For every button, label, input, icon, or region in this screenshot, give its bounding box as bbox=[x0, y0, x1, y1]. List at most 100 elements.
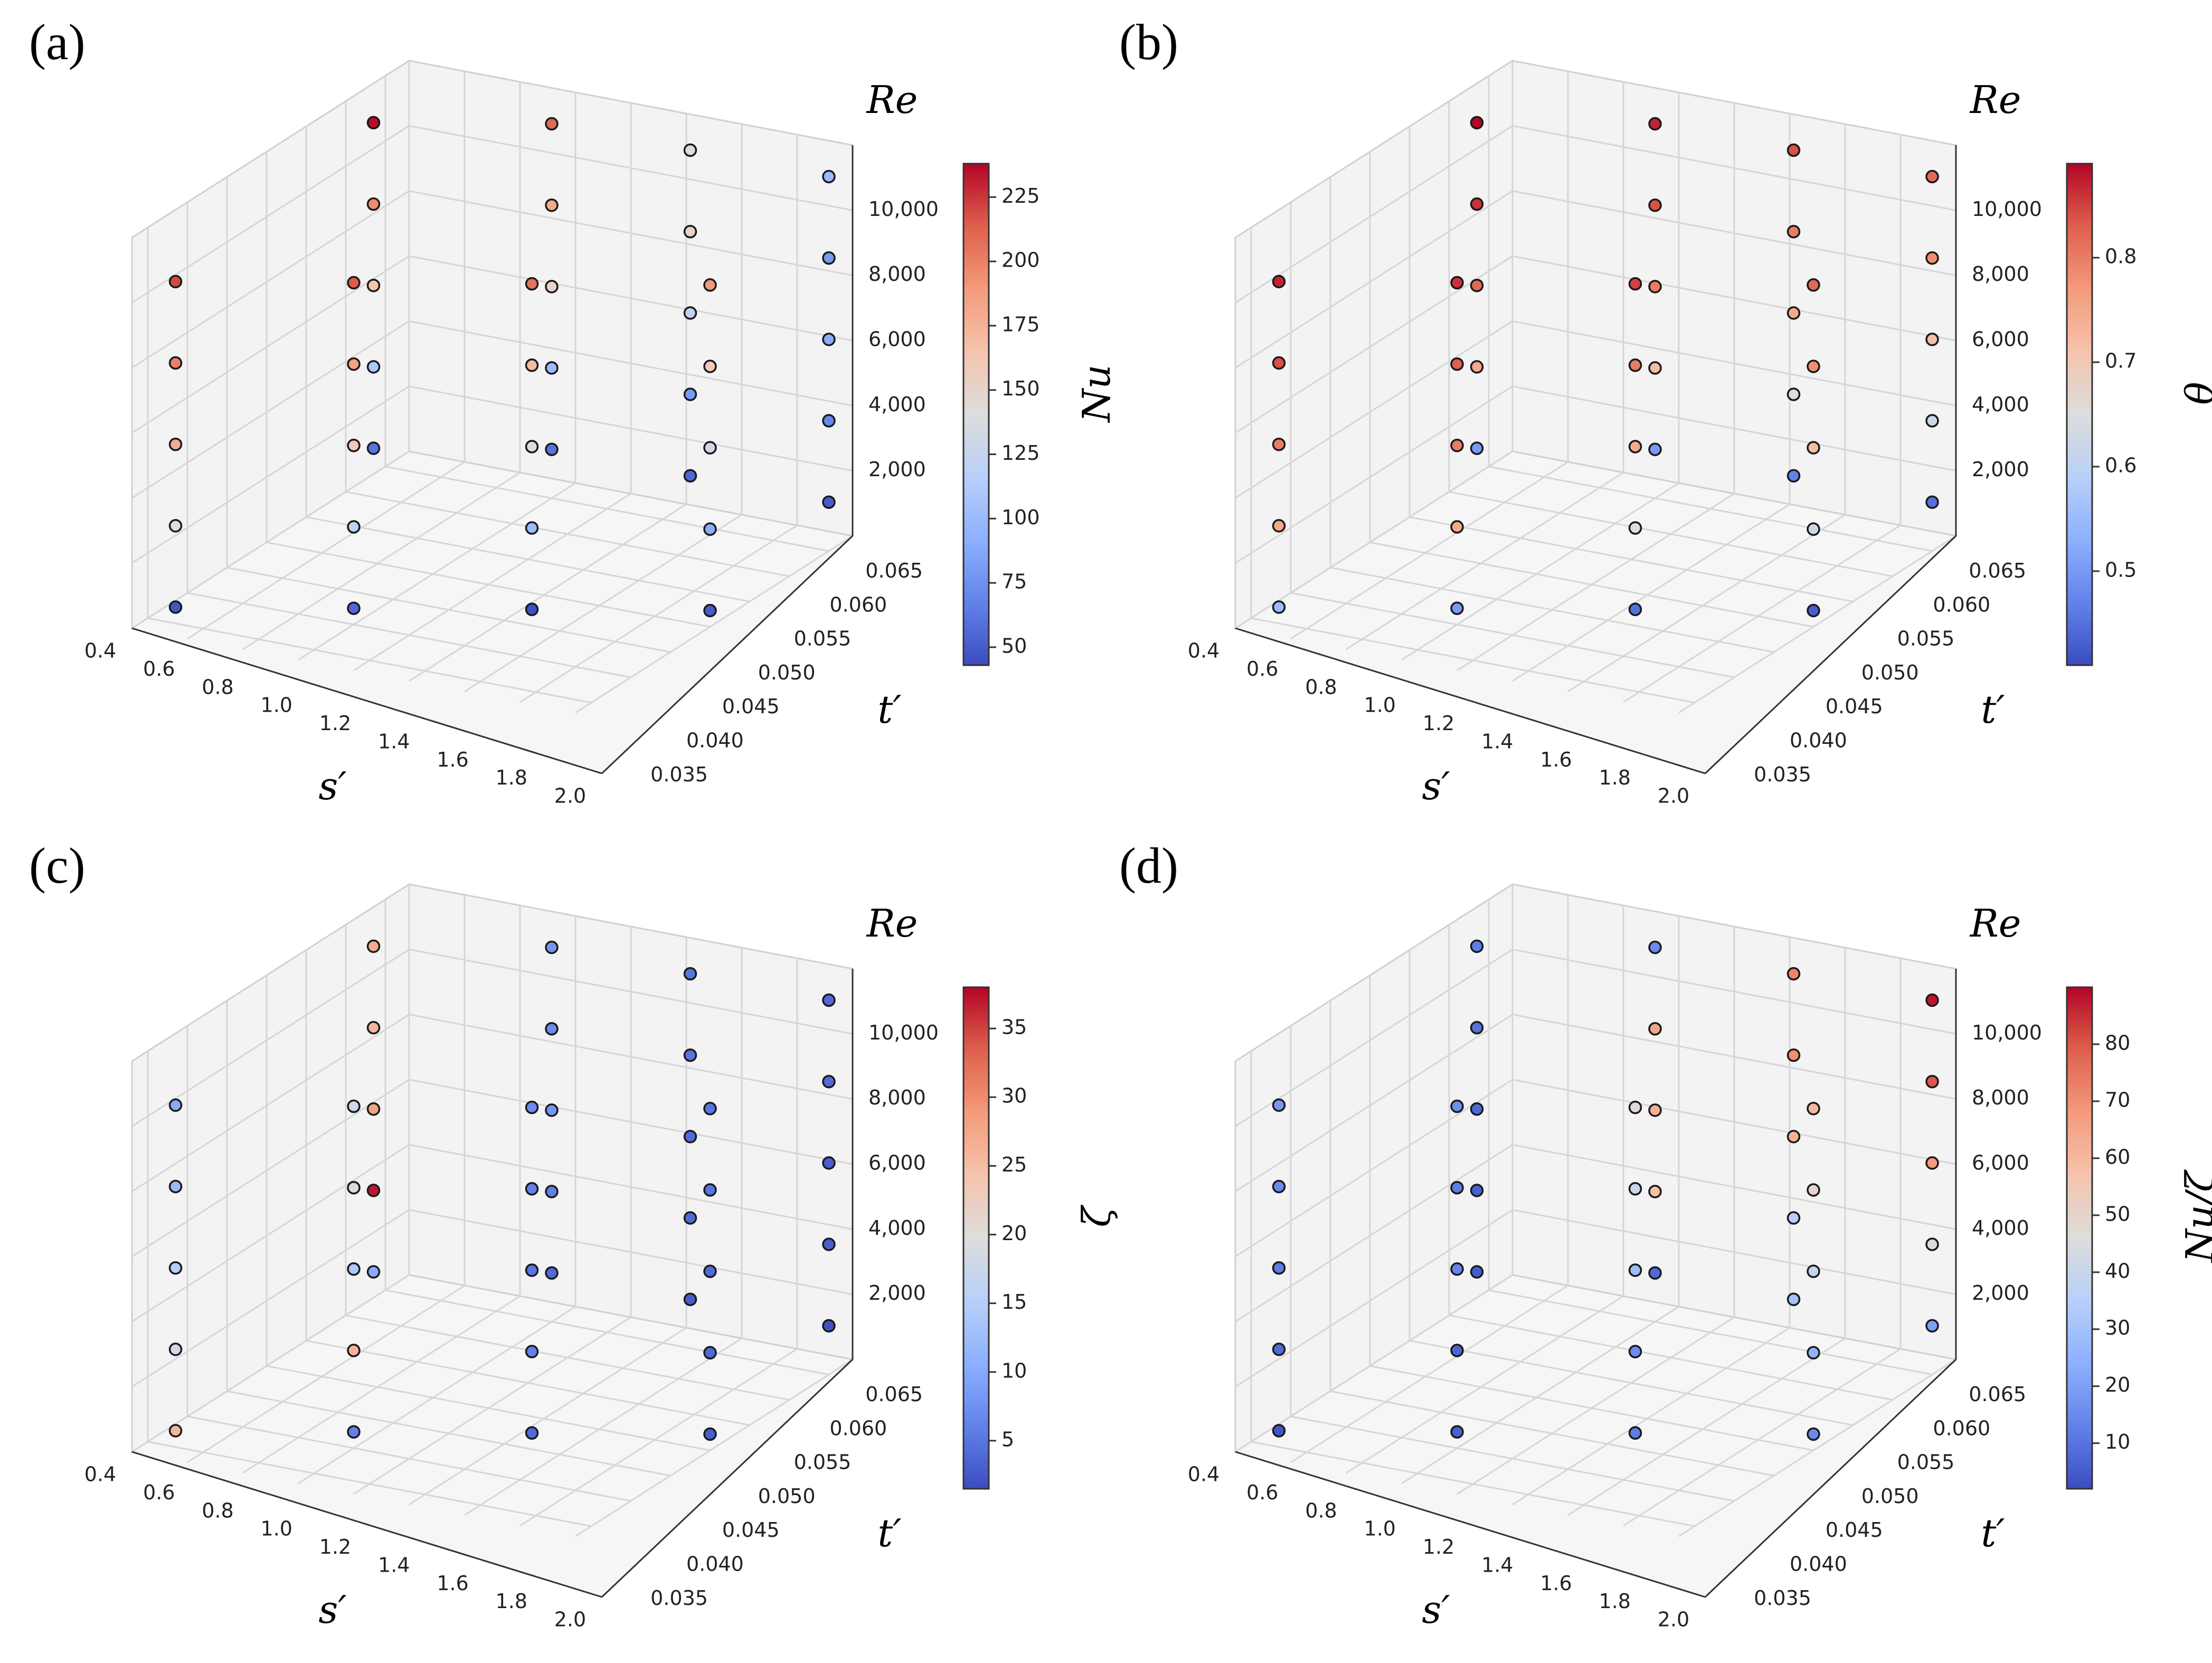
data-point bbox=[1450, 1425, 1464, 1439]
data-point bbox=[1628, 602, 1642, 617]
grid-line bbox=[131, 190, 853, 368]
data-point bbox=[822, 1156, 836, 1170]
data-point bbox=[1628, 1263, 1642, 1277]
grid-line bbox=[306, 516, 750, 602]
data-point bbox=[1470, 1021, 1484, 1035]
x-tick-label: 1.8 bbox=[496, 766, 527, 789]
grid-line bbox=[1235, 1144, 1956, 1322]
data-point bbox=[1272, 1424, 1286, 1438]
data-point bbox=[703, 441, 717, 455]
z-axis-label: Re bbox=[1969, 901, 2021, 946]
z-tick-label: 2,000 bbox=[868, 1281, 926, 1305]
data-point bbox=[1470, 939, 1484, 953]
data-point bbox=[1786, 1048, 1801, 1062]
data-point bbox=[822, 1237, 836, 1251]
data-point bbox=[1628, 1345, 1642, 1358]
data-point bbox=[366, 116, 381, 130]
x-tick-label: 1.2 bbox=[319, 1535, 351, 1558]
data-point bbox=[545, 361, 559, 375]
colorbar-label: Nu bbox=[1074, 364, 1119, 423]
data-point bbox=[1925, 495, 1939, 509]
y-axis-label: t′ bbox=[1981, 1511, 2005, 1555]
chart-panel-4: 0.4 0.6 0.8 1.0 1.2 1.4 1.6 1.8 2.0 0.035 0.040 0.0… bbox=[1188, 883, 2212, 1632]
data-point bbox=[1807, 522, 1820, 536]
chart-panel-3: 0.4 0.6 0.8 1.0 1.2 1.4 1.6 1.8 2.0 0.035 0.040 0.0… bbox=[84, 883, 1119, 1632]
data-point bbox=[1925, 1237, 1939, 1251]
data-point bbox=[366, 197, 381, 211]
data-point bbox=[1807, 441, 1820, 455]
grid-line bbox=[1512, 503, 1790, 682]
data-point bbox=[1925, 251, 1939, 265]
grid-line bbox=[131, 255, 853, 434]
grid-line bbox=[1457, 493, 1735, 672]
x-tick-label: 0.8 bbox=[202, 675, 233, 698]
grid-line bbox=[345, 1315, 790, 1401]
data-point bbox=[347, 1180, 361, 1195]
data-point bbox=[1450, 601, 1464, 615]
data-point bbox=[1628, 1426, 1642, 1440]
colorbar-tick-label: 100 bbox=[1001, 506, 1040, 529]
grid-line bbox=[298, 482, 576, 661]
z-tick-label: 4,000 bbox=[868, 1216, 926, 1240]
data-point bbox=[1272, 519, 1286, 533]
data-point bbox=[525, 358, 539, 372]
colorbar-tick-label: 20 bbox=[2105, 1373, 2130, 1396]
grid-line bbox=[1290, 592, 1735, 678]
x-tick-label: 0.8 bbox=[1305, 675, 1337, 698]
data-point bbox=[545, 1266, 559, 1280]
data-point bbox=[683, 224, 697, 239]
grid-line bbox=[409, 503, 687, 682]
data-point bbox=[1272, 1261, 1286, 1275]
data-point bbox=[1272, 600, 1286, 614]
data-point bbox=[1925, 333, 1939, 346]
x-tick-label: 0.4 bbox=[84, 639, 116, 663]
panel-letter: (b) bbox=[1119, 14, 1178, 70]
data-point bbox=[1786, 306, 1801, 320]
chart-panel-1: 0.4 0.6 0.8 1.0 1.2 1.4 1.6 1.8 2.0 0.035 0.040 0.0… bbox=[84, 59, 1119, 808]
z-tick-label: 8,000 bbox=[1972, 262, 2029, 286]
grid-line bbox=[1401, 482, 1679, 661]
grid-line bbox=[266, 541, 711, 628]
data-point bbox=[347, 601, 361, 615]
data-point bbox=[1807, 1183, 1820, 1197]
grid-line bbox=[131, 450, 410, 629]
z-axis-label: Re bbox=[1969, 78, 2021, 122]
y-tick-label: 0.060 bbox=[1933, 1416, 1990, 1440]
colorbar-label: θ bbox=[2178, 382, 2212, 404]
y-axis-label: t′ bbox=[877, 687, 901, 732]
z-tick-label: 6,000 bbox=[1972, 328, 2029, 351]
x-tick-label: 1.0 bbox=[1364, 694, 1396, 717]
grid-line bbox=[1369, 1365, 1814, 1451]
grid-line bbox=[1623, 1348, 1901, 1527]
z-tick-label: 2,000 bbox=[1972, 1281, 2029, 1305]
data-point bbox=[1925, 1074, 1939, 1089]
x-tick-label: 0.6 bbox=[143, 1481, 175, 1504]
grid-line bbox=[1251, 617, 1695, 704]
x-tick-label: 0.4 bbox=[1188, 639, 1220, 663]
z-tick-label: 2,000 bbox=[868, 458, 926, 481]
data-point bbox=[703, 1264, 717, 1278]
x-axis-line bbox=[1235, 627, 1706, 774]
data-point bbox=[1272, 437, 1286, 451]
grid-line bbox=[1235, 450, 1513, 629]
data-point bbox=[683, 1292, 697, 1306]
data-point bbox=[703, 1427, 717, 1441]
y-tick-label: 0.040 bbox=[1790, 729, 1847, 752]
data-point bbox=[1807, 1346, 1820, 1360]
grid-line bbox=[242, 471, 521, 650]
data-point bbox=[703, 522, 717, 536]
colorbar-tick-label: 25 bbox=[1001, 1153, 1027, 1176]
x-tick-label: 0.4 bbox=[84, 1463, 116, 1486]
grid-line bbox=[1678, 535, 1956, 714]
data-point bbox=[168, 600, 183, 614]
grid-line bbox=[1567, 514, 1846, 693]
grid-line bbox=[1488, 466, 1933, 552]
y-tick-label: 0.055 bbox=[794, 1451, 852, 1474]
data-point bbox=[545, 280, 559, 294]
colorbar-tick-label: 125 bbox=[1001, 441, 1040, 465]
x-tick-label: 0.6 bbox=[1246, 657, 1278, 681]
data-point bbox=[1648, 198, 1662, 212]
data-point bbox=[1786, 1130, 1801, 1144]
data-point bbox=[1272, 1098, 1286, 1112]
grid-line bbox=[187, 461, 465, 640]
